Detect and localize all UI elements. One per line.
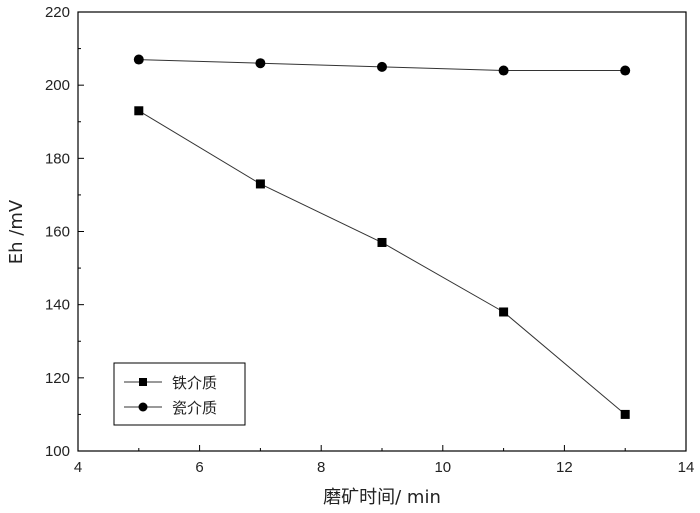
x-tick-label: 8 xyxy=(317,459,325,476)
y-tick-label: 160 xyxy=(45,224,70,241)
data-point-square xyxy=(499,307,509,317)
legend-label-iron: 铁介质 xyxy=(172,374,217,392)
axis-ticks xyxy=(77,11,687,452)
data-point-square xyxy=(255,179,265,189)
x-tick-label: 6 xyxy=(195,459,203,476)
data-point-square xyxy=(134,106,144,116)
x-tick-label: 12 xyxy=(556,459,573,476)
y-tick-label: 100 xyxy=(45,443,70,460)
y-axis-title: Eh /mV xyxy=(6,199,27,264)
data-point-circle xyxy=(255,58,266,69)
legend-label-ceramic: 瓷介质 xyxy=(172,399,217,417)
data-point-circle xyxy=(133,54,144,65)
data-point-circle xyxy=(620,65,631,76)
legend: 铁介质 瓷介质 xyxy=(113,362,246,426)
data-point-square xyxy=(377,237,387,247)
legend-box xyxy=(113,362,246,426)
data-point-square xyxy=(620,409,630,419)
series-layer xyxy=(133,54,631,419)
data-point-circle xyxy=(377,61,387,72)
y-tick-label: 180 xyxy=(45,150,70,167)
y-tick-label: 120 xyxy=(45,370,70,387)
y-tick-label: 140 xyxy=(45,297,70,314)
y-tick-label: 200 xyxy=(45,77,70,94)
axis-tick-labels: 4 6 8 10 12 14 100 120 140 160 180 200 220 xyxy=(45,4,694,476)
x-axis-title: 磨矿时间/ min xyxy=(323,487,441,508)
x-tick-label: 4 xyxy=(74,459,82,476)
y-tick-label: 220 xyxy=(45,4,70,21)
x-tick-label: 14 xyxy=(678,459,695,476)
x-tick-label: 10 xyxy=(434,459,451,476)
data-point-circle xyxy=(498,65,509,76)
legend-marker-ceramic xyxy=(138,402,148,412)
legend-marker-iron xyxy=(139,378,147,386)
